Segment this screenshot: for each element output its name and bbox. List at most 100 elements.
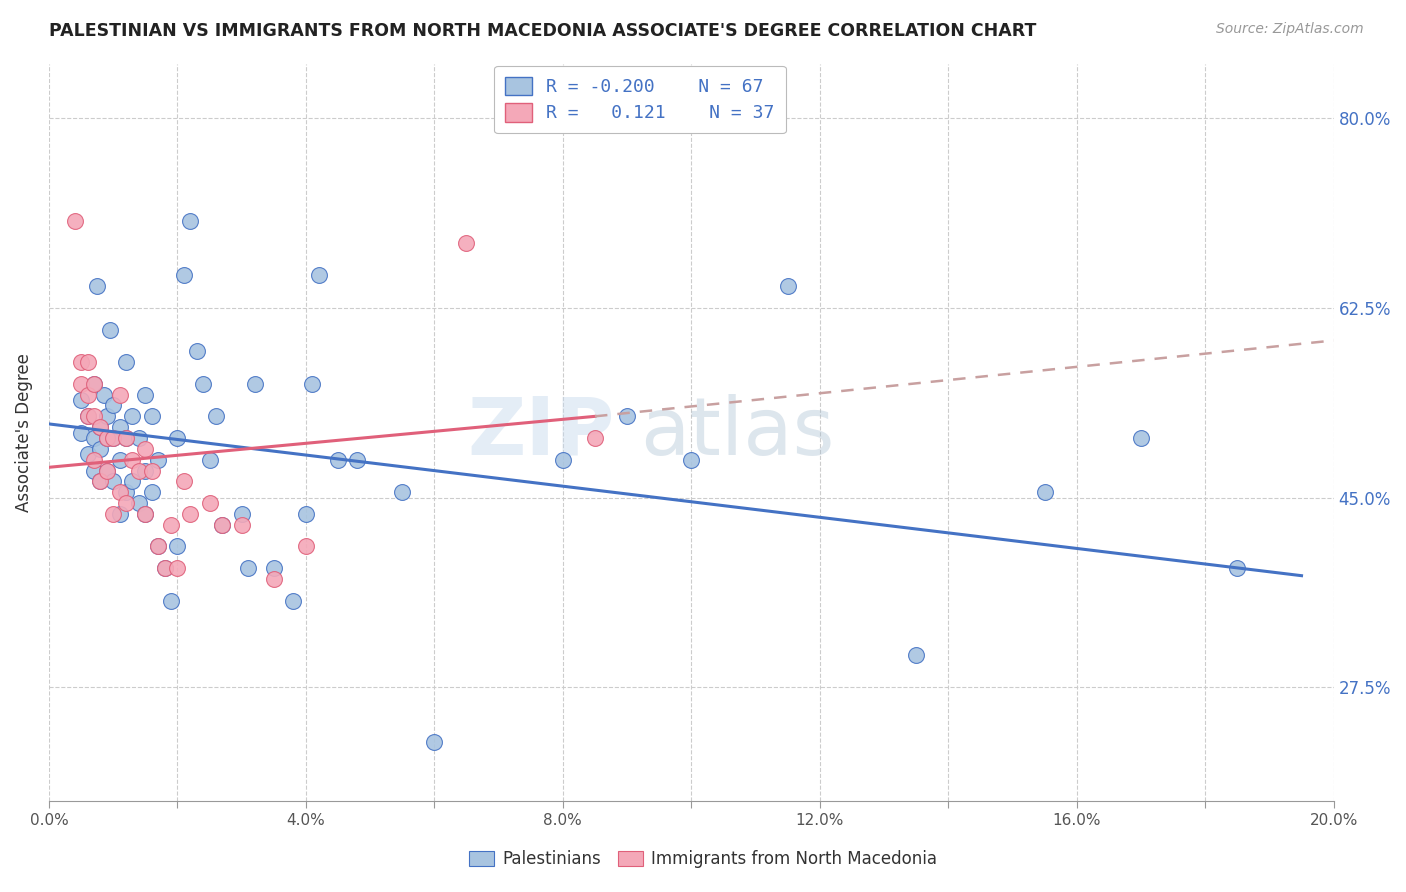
Point [1129,431,1152,445]
Point [115,431,138,445]
Point [231,517,253,532]
Point [83,431,105,445]
Y-axis label: Associate's Degree: Associate's Degree [15,353,32,512]
Point [160,593,183,607]
Point [583,431,606,445]
Point [86,279,108,293]
Point [83,464,105,478]
Point [146,540,169,554]
Point [205,409,228,424]
Point [166,540,188,554]
Point [83,376,105,391]
Point [295,507,318,521]
Point [70,425,93,440]
Point [191,376,214,391]
Point [103,475,125,489]
Point [134,507,156,521]
Point [301,376,323,391]
Point [134,464,156,478]
Point [76,447,98,461]
Point [70,355,93,369]
Point [76,409,98,424]
Point [108,485,131,500]
Legend: R = -0.200    N = 67, R =   0.121    N = 37: R = -0.200 N = 67, R = 0.121 N = 37 [494,66,786,133]
Point [128,431,150,445]
Point [89,442,111,456]
Point [76,409,98,424]
Point [281,593,304,607]
Point [186,344,208,359]
Point [121,409,143,424]
Point [166,561,188,575]
Point [211,517,233,532]
Point [103,431,125,445]
Point [153,561,176,575]
Point [89,475,111,489]
Point [198,452,221,467]
Point [173,268,195,283]
Point [263,561,285,575]
Point [551,452,574,467]
Point [76,387,98,401]
Point [198,496,221,510]
Text: PALESTINIAN VS IMMIGRANTS FROM NORTH MACEDONIA ASSOCIATE'S DEGREE CORRELATION CH: PALESTINIAN VS IMMIGRANTS FROM NORTH MAC… [49,22,1036,40]
Point [134,387,156,401]
Text: Source: ZipAtlas.com: Source: ZipAtlas.com [1216,22,1364,37]
Point [83,376,105,391]
Point [616,409,638,424]
Point [295,540,318,554]
Point [141,464,163,478]
Point [326,452,349,467]
Point [96,431,118,445]
Point [776,279,799,293]
Point [160,517,183,532]
Point [115,431,138,445]
Point [121,452,143,467]
Point [63,214,86,228]
Point [1226,561,1249,575]
Point [423,734,446,748]
Point [141,409,163,424]
Point [231,507,253,521]
Legend: Palestinians, Immigrants from North Macedonia: Palestinians, Immigrants from North Mace… [463,844,943,875]
Point [263,572,285,586]
Point [70,393,93,408]
Point [76,355,98,369]
Point [179,214,201,228]
Point [128,496,150,510]
Point [1033,485,1056,500]
Point [134,507,156,521]
Point [153,561,176,575]
Text: atlas: atlas [640,393,834,472]
Point [83,409,105,424]
Point [70,376,93,391]
Point [681,452,703,467]
Point [108,420,131,434]
Point [146,540,169,554]
Point [166,431,188,445]
Point [905,648,928,662]
Point [141,485,163,500]
Point [89,475,111,489]
Point [391,485,413,500]
Point [96,464,118,478]
Point [89,420,111,434]
Point [134,442,156,456]
Point [98,323,121,337]
Point [115,485,138,500]
Point [456,235,478,250]
Point [96,409,118,424]
Point [346,452,368,467]
Point [146,452,169,467]
Point [179,507,201,521]
Point [243,376,266,391]
Point [115,496,138,510]
Point [103,507,125,521]
Point [103,431,125,445]
Point [96,431,118,445]
Point [128,464,150,478]
Point [173,475,195,489]
Point [308,268,330,283]
Point [93,387,115,401]
Point [108,507,131,521]
